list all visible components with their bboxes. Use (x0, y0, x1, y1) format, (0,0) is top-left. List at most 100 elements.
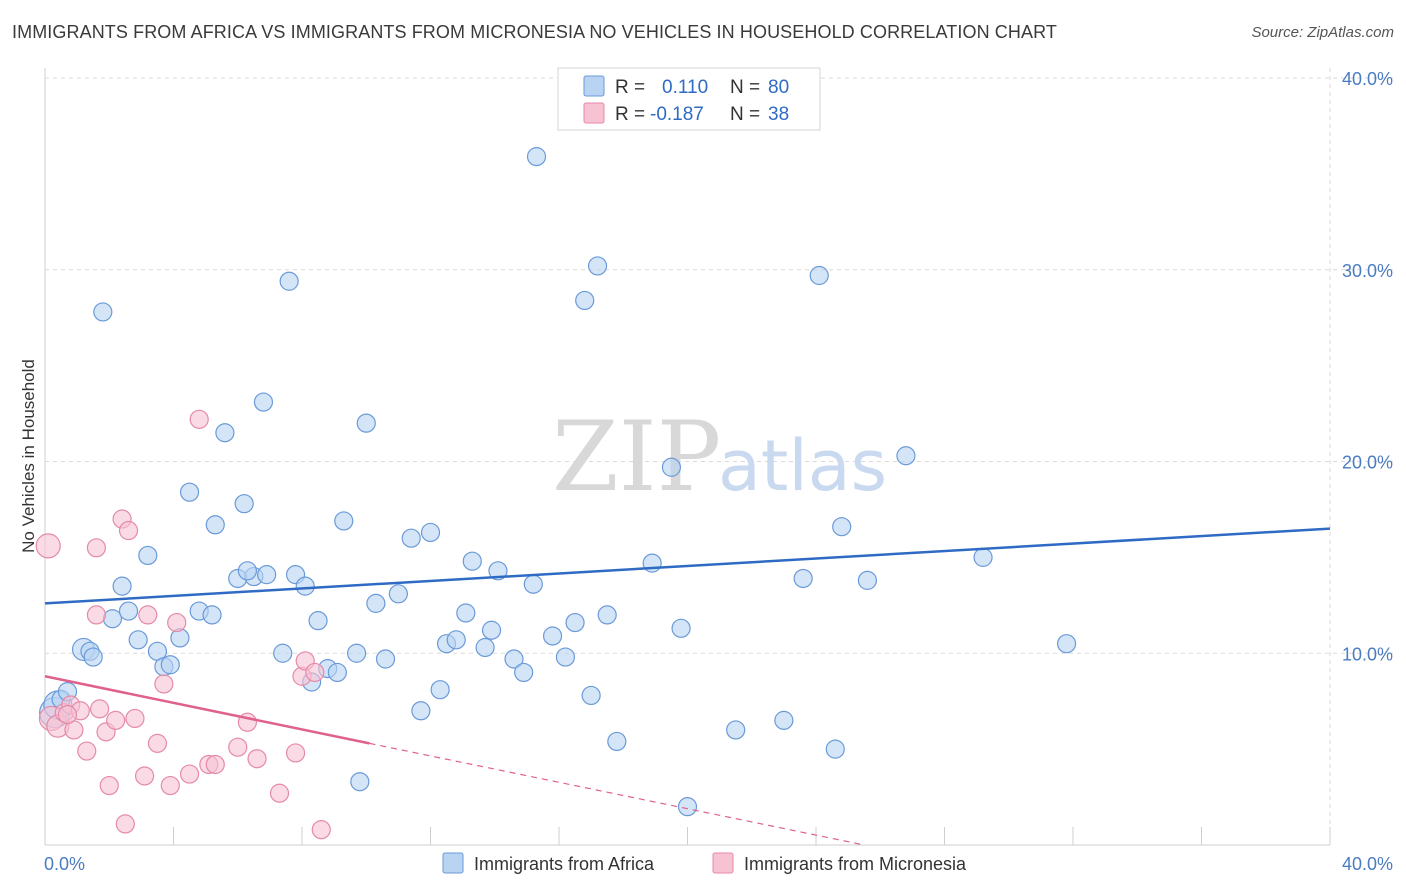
africa-point (555, 647, 576, 667)
legend-r-label: R = (615, 104, 645, 125)
africa-point (504, 649, 524, 669)
y-tick-label: 20.0% (1342, 453, 1393, 473)
africa-point (253, 392, 274, 412)
legend-n-value: 38 (768, 104, 789, 125)
y-tick-label: 30.0% (1342, 261, 1393, 281)
africa-point (350, 772, 370, 792)
africa-point (215, 423, 235, 443)
africa-point (327, 662, 347, 683)
micronesia-point (147, 733, 168, 753)
africa-point (356, 413, 376, 433)
series-africa-points (39, 147, 1077, 817)
africa-point (83, 647, 103, 667)
legend-n-label: N = (730, 104, 760, 125)
chart-title: IMMIGRANTS FROM AFRICA VS IMMIGRANTS FRO… (12, 22, 1057, 42)
micronesia-point (35, 533, 61, 559)
micronesia-point (247, 749, 267, 769)
africa-point (295, 576, 315, 596)
africa-point (575, 290, 595, 311)
africa-point (587, 256, 608, 276)
micronesia-point (160, 775, 180, 796)
africa-point (526, 147, 547, 167)
legend-swatch-micronesia (583, 102, 605, 124)
africa-point (809, 265, 829, 286)
micronesia-point (86, 605, 107, 625)
africa-point (257, 565, 277, 585)
africa-point (279, 271, 299, 291)
legend-swatch-africa (583, 75, 605, 97)
micronesia-trend-extension (369, 742, 865, 846)
africa-point (481, 620, 502, 640)
africa-point (462, 551, 482, 571)
africa-point (308, 611, 328, 631)
micronesia-point (125, 708, 145, 729)
bottom-legend-swatch-africa (442, 852, 464, 874)
africa-point (607, 731, 627, 752)
micronesia-point (154, 674, 174, 694)
africa-point (661, 457, 682, 477)
legend-r-label: R = (615, 77, 645, 98)
africa-point (565, 612, 585, 633)
y-tick-label: 40.0% (1342, 69, 1393, 89)
micronesia-point (57, 705, 78, 725)
africa-point (205, 515, 225, 535)
trend-lines (44, 527, 1331, 846)
africa-point (973, 547, 993, 567)
micronesia-point (189, 409, 209, 429)
africa-point (671, 618, 691, 638)
legend-r-value: 0.110 (662, 77, 708, 98)
africa-point (420, 522, 441, 543)
micronesia-point (118, 520, 139, 541)
africa-point (726, 720, 746, 740)
watermark-zip: ZIP (552, 401, 721, 513)
africa-point (118, 601, 139, 621)
africa-point (677, 797, 698, 817)
africa-point (334, 511, 354, 531)
africa-point (160, 655, 180, 675)
micronesia-point (86, 538, 107, 558)
africa-point (273, 643, 293, 663)
bottom-legend-africa: Immigrants from Africa (474, 854, 655, 874)
micronesia-point (115, 814, 135, 834)
africa-point (138, 545, 158, 566)
africa-point (857, 570, 878, 590)
africa-point (375, 649, 396, 669)
africa-point (523, 574, 543, 594)
africa-point (430, 680, 450, 700)
correlation-legend: R = 0.110 N = 80 R = -0.187 N = 38 (557, 67, 821, 131)
micronesia-point (99, 775, 119, 796)
africa-point (102, 609, 123, 629)
micronesia-point (138, 605, 158, 625)
micronesia-point (205, 754, 225, 775)
watermark-atlas: atlas (718, 425, 887, 507)
source-credit: Source: ZipAtlas.com (1251, 24, 1394, 41)
africa-point (446, 630, 466, 650)
africa-point (234, 494, 254, 514)
micronesia-point (305, 662, 325, 683)
africa-point (475, 637, 495, 658)
legend-n-value: 80 (768, 77, 789, 98)
africa-point (179, 482, 200, 502)
africa-point (237, 561, 257, 581)
africa-point (456, 603, 476, 623)
micronesia-point (228, 737, 248, 757)
micronesia-trend-line (44, 675, 370, 745)
micronesia-point (134, 766, 155, 786)
africa-point (542, 626, 563, 646)
legend-n-label: N = (730, 77, 760, 98)
y-axis-title: No Vehicles in Household (19, 359, 38, 553)
africa-point (93, 302, 113, 322)
bottom-legend-micronesia: Immigrants from Micronesia (744, 854, 967, 874)
micronesia-point (77, 741, 97, 761)
micronesia-point (106, 710, 126, 730)
legend-r-value: -0.187 (650, 104, 704, 125)
africa-point (825, 739, 845, 759)
micronesia-point (179, 764, 200, 784)
africa-trend-line (44, 527, 1331, 605)
africa-point (411, 701, 431, 721)
micronesia-point (90, 699, 110, 719)
africa-point (366, 593, 386, 613)
africa-point (112, 576, 132, 596)
africa-point (581, 685, 601, 706)
